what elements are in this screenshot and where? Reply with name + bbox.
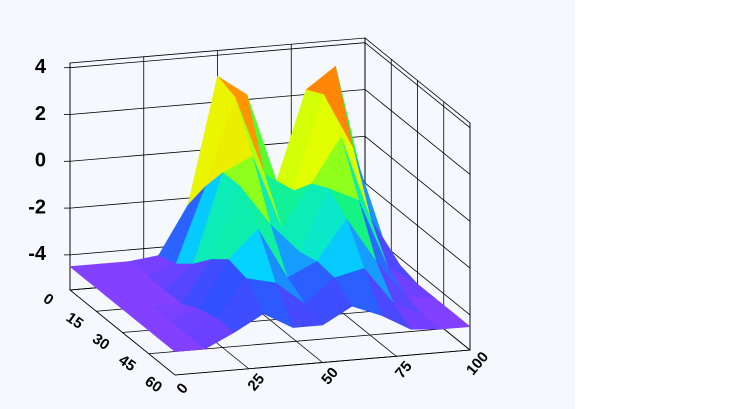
y-grid-line xyxy=(174,349,471,376)
y-tick-label: 60 xyxy=(142,373,165,396)
z-tick-label: 4 xyxy=(35,56,47,78)
z-tick-label: 2 xyxy=(35,103,46,125)
y-tick-label: 45 xyxy=(115,352,138,375)
surface-patch xyxy=(156,334,206,352)
z-tick-label: -2 xyxy=(28,196,46,218)
z-tick-label: 0 xyxy=(35,150,46,172)
y-tick-label: 30 xyxy=(89,330,112,353)
surface xyxy=(69,65,471,352)
z-tick-label: -4 xyxy=(28,243,47,265)
y-tick-label: 15 xyxy=(63,309,86,332)
